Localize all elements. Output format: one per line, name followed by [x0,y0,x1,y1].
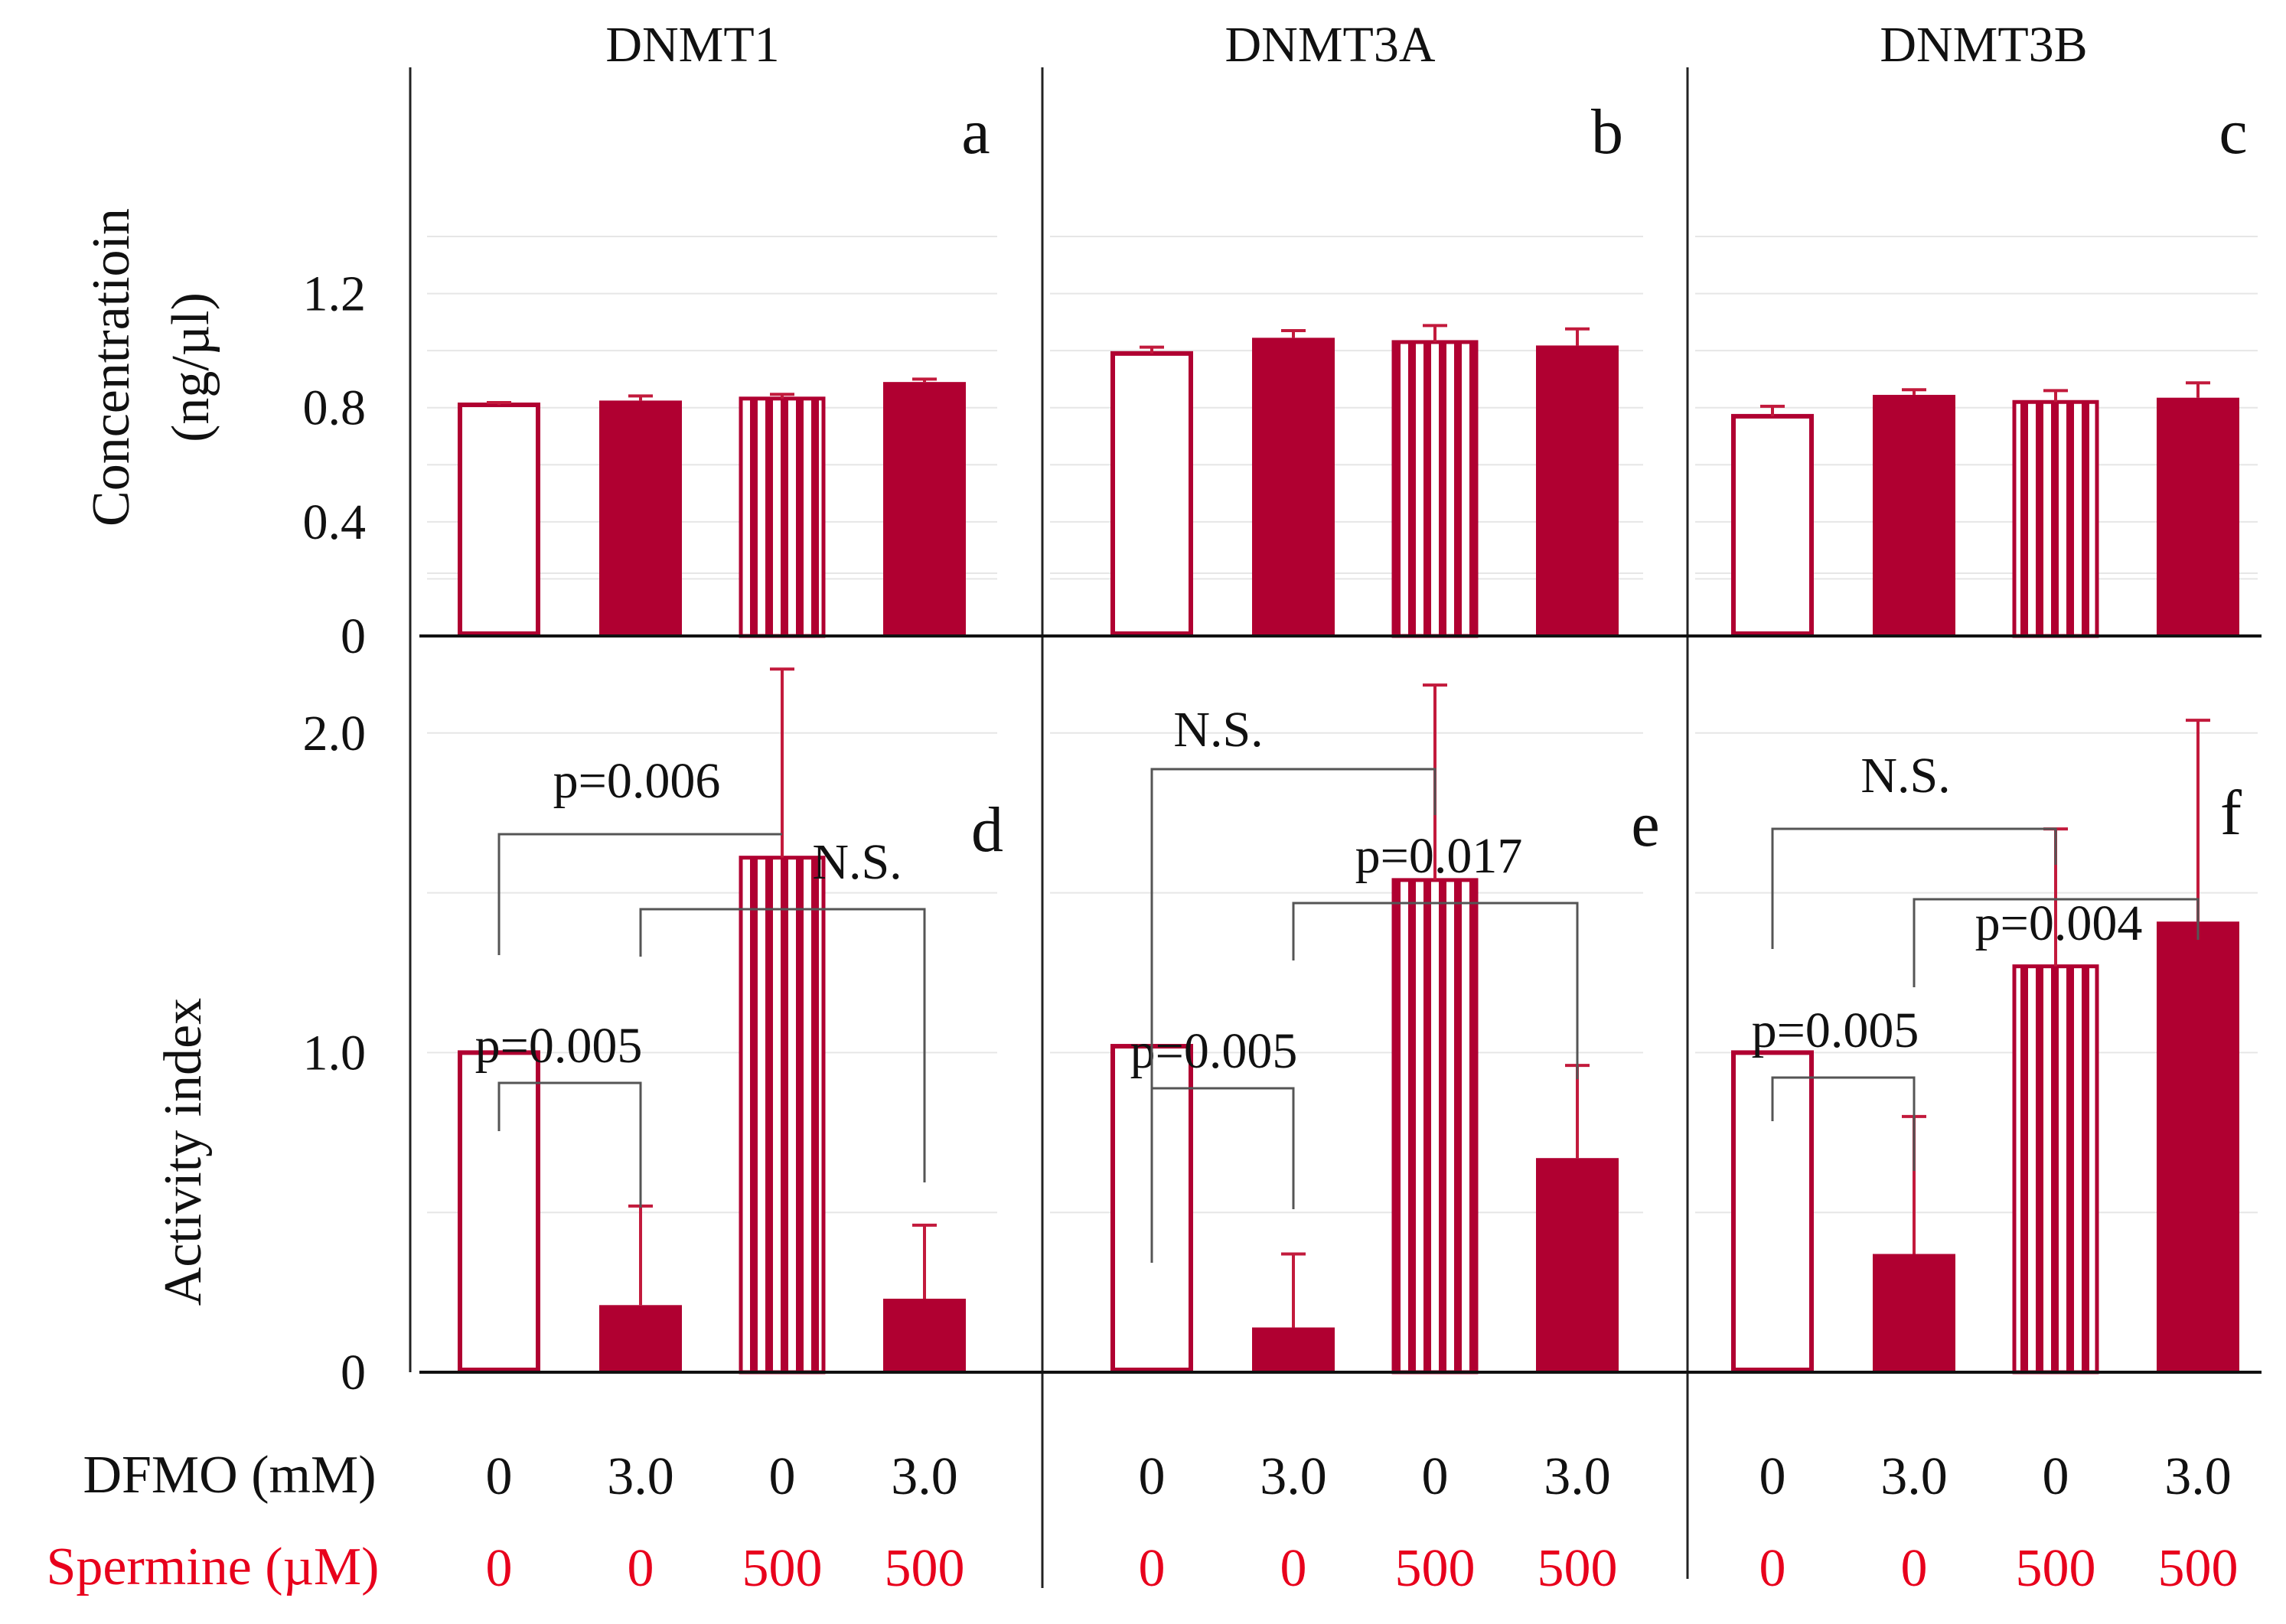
panel-letter-a: a [961,96,990,168]
dfmo-value: 3.0 [607,1447,674,1506]
y-label-activity-index: Activity index [154,998,213,1306]
bar-c-1 [1731,413,1814,637]
panel-letter-d: d [971,794,1003,866]
bracket-e-2 [1150,768,1436,1263]
y-tick-label: 0.4 [303,494,367,550]
bar-e-3 [1391,878,1479,1375]
bracket-f-1 [1771,1076,1916,1171]
panel-letter-b: b [1591,96,1623,168]
bar-c-4 [2157,397,2239,636]
bar-b-2 [1252,338,1335,636]
spermine-value: 500 [1538,1539,1618,1598]
dfmo-value: 0 [486,1447,513,1506]
y-tick-label: 0 [341,608,366,664]
bracket-d-2 [497,833,782,955]
tick-labels: 0 0.4 0.8 1.2 0 1.0 2.0 [303,266,367,1401]
y-tick-label: 0.8 [303,380,367,436]
dfmo-value: 3.0 [2164,1447,2232,1506]
significance-brackets: p=0.005 p=0.006 N.S. p=0.005 N.S. p=0.017 p=0.… [475,702,2200,1263]
bar-a-3 [739,396,826,638]
annotation-label-e-1: p=0.005 [1130,1023,1298,1079]
panel-letter-c: c [2219,96,2247,168]
annotation-label-f-2: N.S. [1860,748,1950,804]
bar-e-4 [1536,1158,1619,1372]
spermine-value: 0 [1901,1539,1928,1598]
y-tick-label: 2.0 [303,706,367,761]
y-tick-label: 1.0 [303,1025,367,1081]
bar-e-2 [1252,1327,1335,1372]
bar-f-4 [2157,921,2239,1372]
spermine-value: 0 [628,1539,654,1598]
bar-f-2 [1873,1254,1955,1372]
bracket-e-3 [1292,902,1579,1079]
bar-d-4 [883,1298,966,1372]
dfmo-value: 3.0 [1544,1447,1611,1506]
annotation-label-f-1: p=0.005 [1752,1003,1919,1058]
dfmo-value: 0 [1139,1447,1166,1506]
annotation-label-d-1: p=0.005 [475,1018,643,1074]
axes [409,67,2262,1588]
spermine-value: 0 [486,1539,513,1598]
spermine-value: 500 [1395,1539,1476,1598]
y-tick-label: 0 [341,1345,366,1401]
panel-letter-f: f [2220,778,2242,849]
gridlines [427,236,2258,1214]
bracket-d-1 [497,1081,642,1208]
bar-b-1 [1110,351,1193,636]
bar-b-3 [1391,340,1479,638]
spermine-value: 500 [885,1539,965,1598]
spermine-value: 0 [1280,1539,1307,1598]
bar-c-3 [2012,399,2099,638]
spermine-value: 500 [742,1539,823,1598]
spermine-value: 0 [1139,1539,1166,1598]
annotation-label-f-3: p=0.004 [1975,895,2143,951]
bar-c-2 [1873,394,1955,636]
y-tick-label: 1.2 [303,266,367,322]
bar-d-3 [739,856,826,1375]
bar-f-3 [2012,964,2099,1375]
bars [458,324,2239,1375]
y-label-concentration-line1: Concentratioin [82,208,141,527]
dfmo-row-label: DFMO (mM) [83,1446,376,1505]
dfmo-value: 3.0 [1260,1447,1327,1506]
bar-a-1 [458,402,540,636]
bar-b-4 [1536,345,1619,636]
dfmo-value: 0 [769,1447,796,1506]
dfmo-value: 0 [1422,1447,1449,1506]
panel-title-dnmt3b: DNMT3B [1880,17,2087,73]
annotation-label-d-2: p=0.006 [553,753,721,809]
bracket-f-3 [1913,898,2200,987]
y-label-concentration-line2: (ng/µl) [161,292,220,442]
dfmo-value: 3.0 [1880,1447,1948,1506]
panel-title-dnmt3a: DNMT3A [1225,17,1436,73]
condition-values: 0 3.0 0 3.0 0 0 500 500 0 3.0 0 3.0 0 0 500 500 0 3.0 0 3.0… [486,1447,2239,1598]
annotation-label-e-3: p=0.017 [1355,828,1523,884]
panel-title-dnmt1: DNMT1 [605,17,779,73]
annotation-label-e-2: N.S. [1173,702,1263,758]
panel-letters: a b c d e f [961,96,2247,866]
spermine-value: 500 [2158,1539,2239,1598]
bar-d-2 [599,1305,682,1372]
bar-a-2 [599,400,682,636]
dfmo-value: 3.0 [891,1447,958,1506]
spermine-row-label: Spermine (µM) [47,1538,380,1596]
dfmo-value: 0 [1759,1447,1786,1506]
annotation-label-d-3: N.S. [812,834,902,890]
panel-letter-e: e [1631,789,1659,860]
bracket-f-2 [1771,827,2057,949]
bar-a-4 [883,382,966,636]
spermine-value: 0 [1759,1539,1786,1598]
spermine-value: 500 [2016,1539,2096,1598]
bracket-d-3 [639,908,926,1182]
dfmo-value: 0 [2043,1447,2069,1506]
